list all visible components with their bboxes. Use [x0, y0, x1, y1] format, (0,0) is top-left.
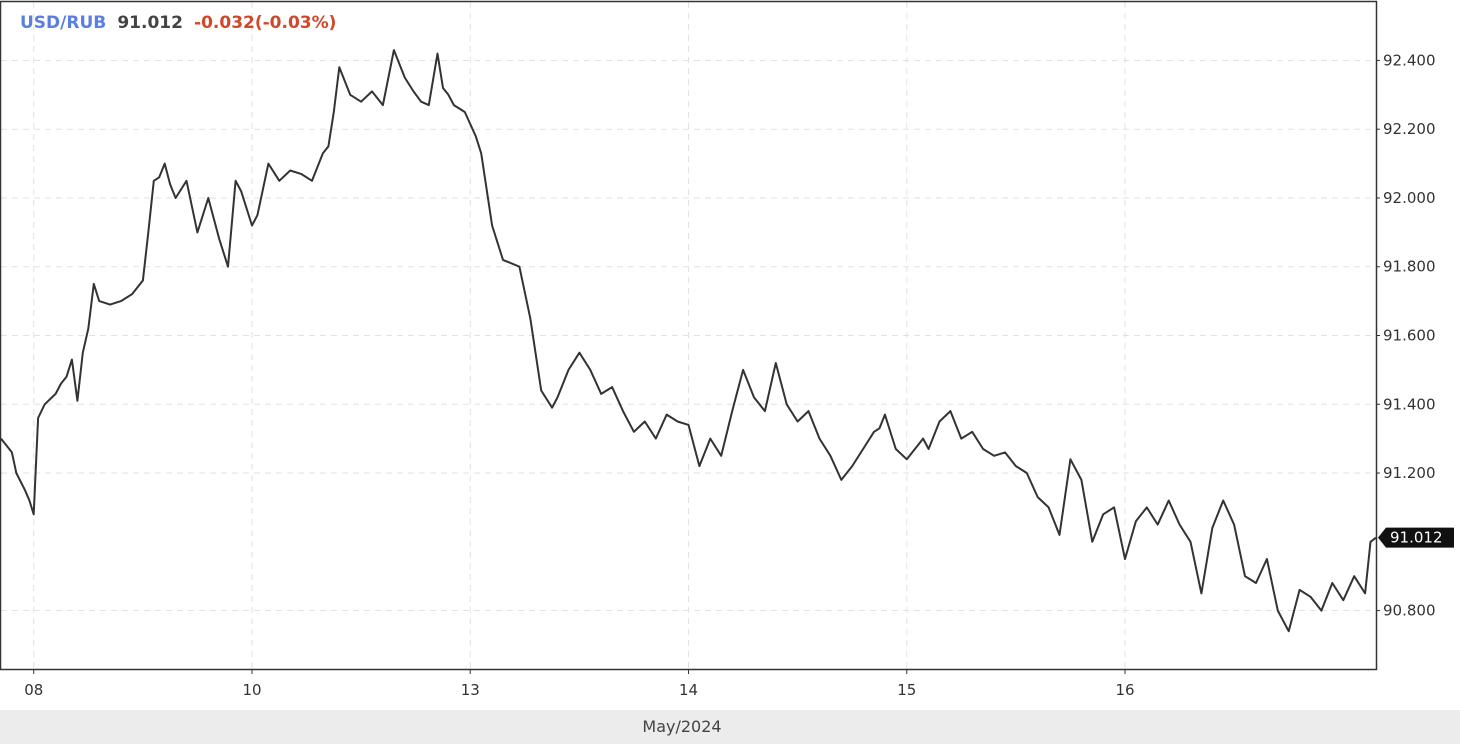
y-tick-label: 91.800: [1383, 258, 1436, 276]
y-tick-label: 92.000: [1383, 189, 1436, 207]
price-series: [0, 49, 1377, 633]
usd-rub-line: [0, 49, 1377, 633]
x-tick-label: 13: [461, 681, 480, 699]
last-value-label: 91.012: [1390, 529, 1443, 547]
y-tick-label: 91.600: [1383, 327, 1436, 345]
x-tick-label: 10: [242, 681, 261, 699]
footer-band: [0, 710, 1460, 744]
y-tick-label: 90.800: [1383, 602, 1436, 620]
x-tick-label: 14: [679, 681, 698, 699]
last-value-tag: 91.012: [1378, 527, 1454, 548]
x-tick-label: 16: [1115, 681, 1134, 699]
y-tick-label: 92.400: [1383, 51, 1436, 69]
x-axis: 08 10 13 14 15 16: [24, 669, 1135, 699]
pair-label: USD/RUB: [20, 13, 106, 33]
x-tick-label: 08: [24, 681, 43, 699]
y-axis: 92.400 92.200 92.000 91.800 91.600 91.400 91.2…: [1376, 51, 1436, 620]
price-label: 91.012: [117, 13, 183, 33]
change-label: -0.032(-0.03%): [194, 13, 336, 33]
y-tick-label: 91.200: [1383, 464, 1436, 482]
y-tick-label: 91.400: [1383, 395, 1436, 413]
x-tick-label: 15: [897, 681, 916, 699]
month-label: May/2024: [642, 717, 721, 736]
y-tick-label: 92.200: [1383, 120, 1436, 138]
legend: USD/RUB 91.012 -0.032(-0.03%): [20, 13, 336, 33]
